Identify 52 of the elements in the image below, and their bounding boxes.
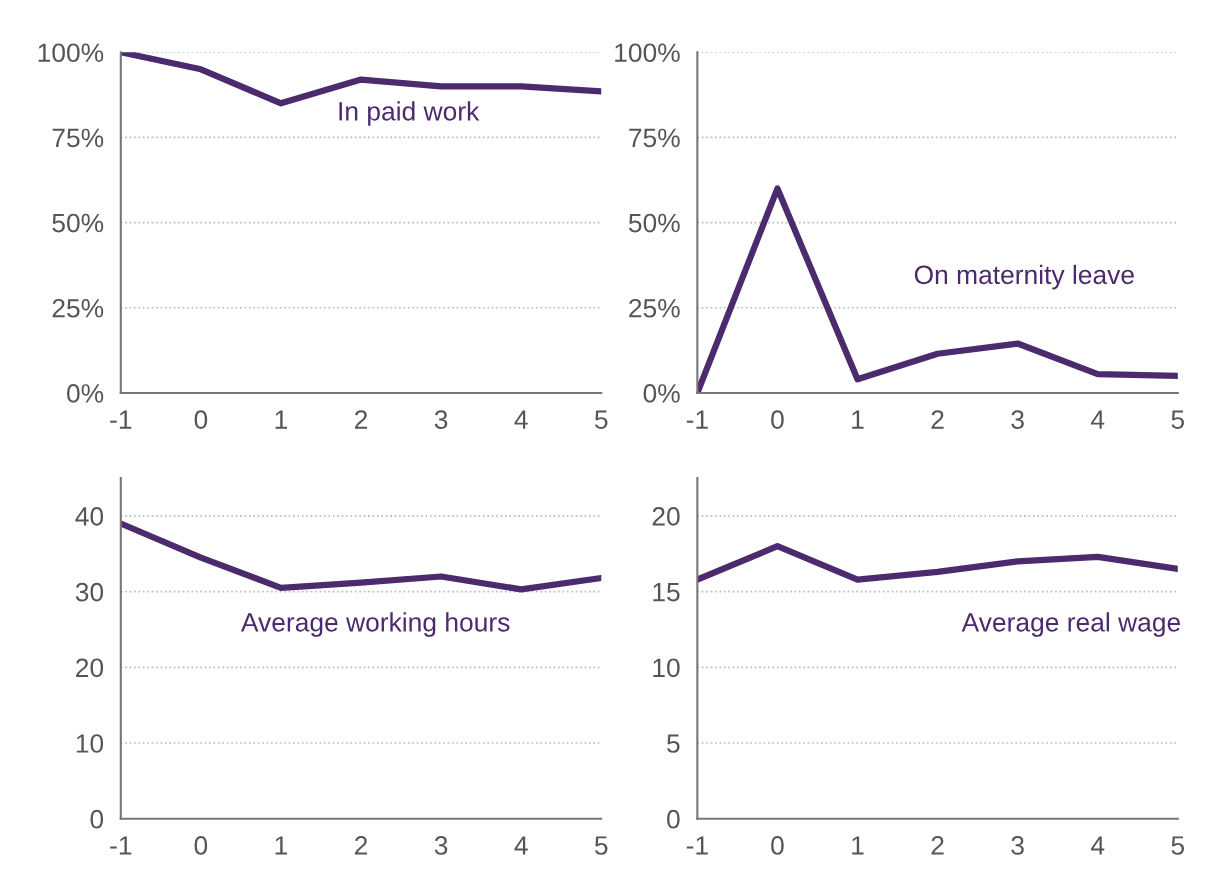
x-tick-label: 2: [931, 410, 944, 429]
x-tick-label: 3: [1011, 410, 1024, 429]
y-tick-label: 75%: [52, 128, 104, 148]
y-tick-label: 15: [653, 583, 680, 602]
y-tick-label: 10: [76, 734, 104, 753]
x-tick-label: 0: [771, 836, 784, 855]
y-tick-label: 50%: [628, 213, 680, 233]
y-tick-label: 20: [652, 507, 680, 526]
x-tick-label: 0: [194, 836, 208, 855]
y-tick-label: 40: [75, 507, 104, 526]
y-tick-label: 0%: [67, 384, 104, 403]
y-tick-label: 0%: [643, 384, 680, 403]
x-tick-label: 0: [194, 410, 208, 429]
x-tick-label: 1: [275, 836, 287, 855]
x-tick-label: 4: [1090, 836, 1105, 855]
x-tick-label: 5: [1171, 410, 1185, 429]
y-tick-label: 25%: [52, 298, 104, 318]
series-label: In paid work: [339, 101, 480, 126]
y-tick-label: 5: [667, 734, 680, 753]
x-tick-label: 3: [434, 836, 448, 855]
x-tick-label: -1: [110, 836, 132, 855]
y-tick-label: 10: [653, 658, 680, 678]
x-tick-label: 1: [852, 410, 864, 429]
series-label: Average working hours: [240, 612, 510, 637]
x-tick-label: 0: [771, 410, 784, 429]
y-tick-label: 20: [76, 658, 104, 678]
y-tick-label: 100%: [615, 43, 680, 63]
x-tick-label: 1: [275, 410, 287, 429]
x-tick-label: 3: [1011, 836, 1024, 855]
x-tick-label: 2: [931, 836, 944, 855]
y-tick-label: 0: [90, 809, 104, 829]
x-tick-label: 4: [1090, 410, 1105, 429]
x-tick-label: 5: [1171, 836, 1185, 855]
y-tick-label: 75%: [629, 128, 680, 148]
y-tick-label: 0: [667, 809, 680, 829]
x-tick-label: 1: [852, 836, 864, 855]
x-tick-label: 4: [514, 836, 528, 855]
x-tick-label: -1: [686, 410, 708, 429]
x-tick-label: -1: [686, 836, 708, 855]
y-tick-label: 100%: [38, 43, 104, 63]
text: On maternity leave: [914, 264, 1134, 290]
x-tick-label: -1: [110, 410, 132, 429]
x-tick-label: 5: [594, 410, 608, 429]
x-tick-label: 4: [514, 410, 528, 429]
y-tick-label: 50%: [52, 213, 104, 233]
series-label: Average real wage: [961, 612, 1180, 637]
y-tick-label: 30: [75, 582, 104, 602]
x-tick-label: 3: [434, 410, 448, 429]
y-tick-label: 25%: [629, 298, 680, 318]
x-tick-label: 2: [355, 410, 368, 429]
x-tick-label: 2: [355, 836, 368, 855]
x-tick-label: 5: [594, 836, 608, 855]
